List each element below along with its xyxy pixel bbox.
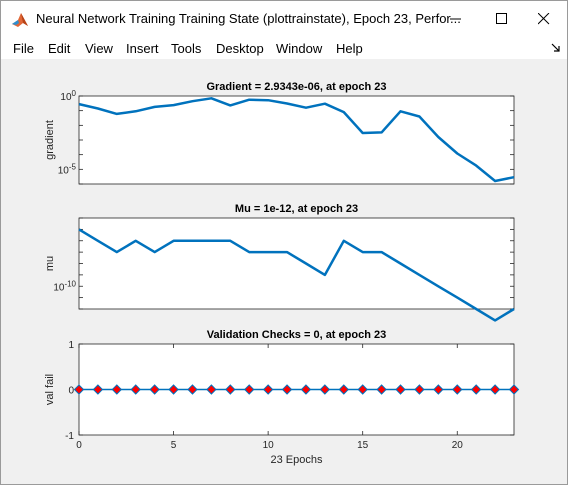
data-point	[225, 384, 236, 395]
data-point	[73, 384, 85, 395]
chart-3: Validation Checks = 0, at epoch 23 val fa…	[44, 329, 520, 466]
close-button[interactable]	[521, 1, 567, 37]
charts-svg: Gradient = 2.9343e-06, at epoch 23 gradie…	[44, 81, 520, 466]
data-point	[281, 384, 293, 395]
data-point	[470, 384, 482, 395]
menu-file[interactable]: File	[13, 41, 34, 56]
data-point	[244, 384, 255, 395]
dock-arrow-icon[interactable]	[551, 43, 561, 53]
y-axis-label: val fail	[44, 374, 56, 405]
data-point	[300, 384, 312, 395]
menu-window[interactable]: Window	[276, 41, 323, 56]
series-line	[78, 97, 515, 183]
window-title: Neural Network Training Training State (…	[36, 11, 461, 26]
data-point	[433, 384, 444, 395]
close-icon	[538, 13, 550, 25]
x-tick-label: 10	[263, 440, 275, 451]
x-axis-label: 23 Epochs	[271, 454, 323, 466]
data-point	[452, 384, 463, 395]
x-tick-label: 5	[171, 440, 177, 451]
menu-edit[interactable]: Edit	[48, 41, 71, 56]
y-tick-label: 10-10	[53, 279, 76, 293]
axes-box	[78, 217, 515, 310]
y-tick-label: -1	[65, 431, 74, 442]
data-point	[111, 384, 123, 395]
data-point	[414, 384, 425, 395]
matlab-icon	[12, 13, 28, 27]
y-axis-label: mu	[44, 256, 56, 271]
menu-view[interactable]: View	[85, 41, 113, 56]
menu-bar: File Edit View Insert Tools Desktop Wind…	[1, 37, 567, 59]
menu-help[interactable]: Help	[336, 41, 363, 56]
chart-title: Gradient = 2.9343e-06, at epoch 23	[206, 81, 386, 93]
y-tick-label: 0	[68, 386, 74, 397]
data-point	[319, 384, 331, 395]
plot-area: Gradient = 2.9343e-06, at epoch 23 gradie…	[5, 61, 563, 480]
x-tick-label: 20	[452, 440, 464, 451]
chart-2: Mu = 1e-12, at epoch 23 mu 10-10	[44, 203, 515, 322]
data-point	[262, 384, 274, 395]
x-tick-label: 0	[76, 440, 82, 451]
x-tick-label: 15	[357, 440, 369, 451]
y-tick-label: 1	[68, 340, 74, 351]
data-point	[489, 384, 501, 395]
menu-tools[interactable]: Tools	[171, 41, 202, 56]
data-point	[168, 384, 179, 395]
data-point	[357, 384, 368, 395]
y-tick-label: 100	[60, 89, 76, 103]
chart-1: Gradient = 2.9343e-06, at epoch 23 gradie…	[44, 81, 515, 185]
y-axis-label: gradient	[44, 120, 56, 160]
data-point	[187, 384, 198, 395]
menu-insert[interactable]: Insert	[126, 41, 159, 56]
minimize-button[interactable]	[433, 1, 479, 37]
data-point	[149, 384, 160, 395]
minimize-icon	[450, 18, 461, 20]
data-point	[338, 384, 349, 395]
title-bar[interactable]: Neural Network Training Training State (…	[1, 1, 567, 37]
data-point	[376, 384, 387, 395]
data-point	[130, 384, 141, 395]
data-point	[508, 384, 520, 395]
menu-desktop[interactable]: Desktop	[216, 41, 264, 56]
data-point	[395, 384, 406, 395]
y-tick-label: 10-5	[58, 162, 77, 176]
chart-title: Validation Checks = 0, at epoch 23	[207, 329, 386, 341]
data-point	[206, 384, 217, 395]
series-line	[78, 228, 515, 322]
data-point	[92, 384, 104, 395]
maximize-button[interactable]	[479, 1, 525, 37]
chart-title: Mu = 1e-12, at epoch 23	[235, 203, 358, 215]
maximize-icon	[496, 13, 507, 24]
